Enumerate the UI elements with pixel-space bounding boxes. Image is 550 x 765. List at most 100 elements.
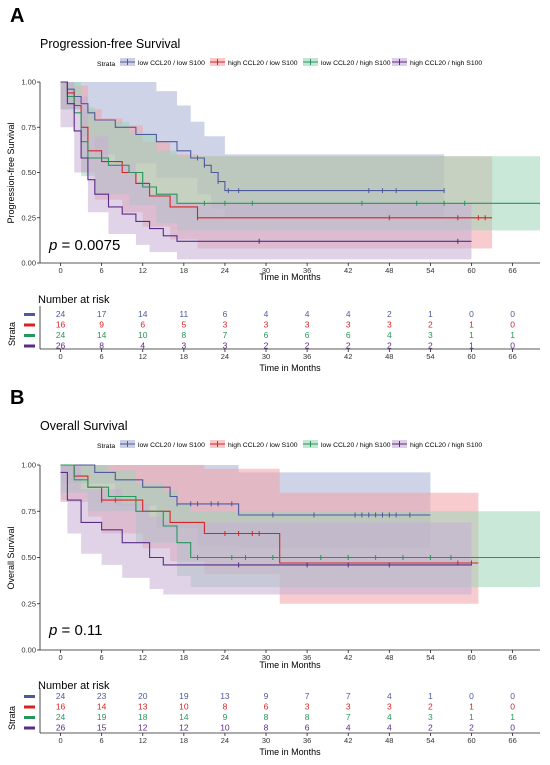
risk-count: 13: [138, 702, 148, 712]
risk-count: 2: [346, 341, 351, 351]
risk-count: 7: [346, 691, 351, 701]
legend-item-3: low CCL20 / high S100: [303, 58, 391, 67]
risk-count: 1: [469, 341, 474, 351]
risk-count: 4: [346, 309, 351, 319]
y-tick-label: 0.50: [21, 553, 36, 562]
y-tick-label: 1.00: [21, 78, 36, 87]
x-tick-label: 66: [508, 653, 516, 662]
risk-count: 2: [264, 341, 269, 351]
y-tick-label: 0.25: [21, 599, 36, 608]
risk-count: 0: [510, 320, 515, 330]
risk-count: 0: [510, 691, 515, 701]
risk-count: 6: [346, 330, 351, 340]
ci-band-4: [60, 82, 472, 260]
risk-count: 4: [387, 723, 392, 733]
x-tick-label: 12: [139, 266, 147, 275]
y-tick-label: 0.00: [21, 646, 36, 655]
legend-item-1: low CCL20 / low S100: [120, 58, 205, 67]
risk-count: 11: [179, 309, 188, 319]
risk-count: 6: [264, 330, 269, 340]
risk-x-tick-label: 0: [58, 352, 62, 361]
pvalue-b-text: = 0.11: [57, 622, 102, 639]
risk-count: 13: [220, 691, 230, 701]
x-tick-label: 18: [180, 266, 188, 275]
x-tick-label: 12: [139, 653, 147, 662]
legend-label: low CCL20 / high S100: [321, 60, 391, 67]
risk-count: 6: [223, 309, 228, 319]
risk-count: 1: [428, 691, 433, 701]
panel-b-xlabel: Time in Months: [259, 660, 321, 670]
risk-strata-swatch: [24, 313, 35, 316]
risk-count: 24: [56, 691, 66, 701]
risk-count: 24: [56, 330, 66, 340]
risk-count: 3: [346, 320, 351, 330]
y-tick-label: 0.25: [21, 213, 36, 222]
risk-x-tick-label: 12: [139, 352, 147, 361]
x-tick-label: 60: [467, 266, 475, 275]
risk-count: 3: [223, 341, 228, 351]
risk-count: 14: [138, 309, 148, 319]
risk-count: 1: [469, 330, 474, 340]
risk-x-tick-label: 12: [139, 736, 147, 745]
risk-count: 8: [99, 341, 104, 351]
risk-count: 2: [428, 723, 433, 733]
risk-count: 2: [305, 341, 310, 351]
survival-curve-1: [60, 81, 445, 192]
risk-count: 3: [305, 320, 310, 330]
risk-count: 3: [346, 702, 351, 712]
risk-count: 0: [469, 691, 474, 701]
risk-count: 14: [97, 330, 107, 340]
risk-count: 1: [469, 712, 474, 722]
x-tick-label: 0: [58, 266, 62, 275]
panel-b-ylabel: Overall Survival: [6, 526, 16, 589]
panel-a-letter: A: [10, 5, 24, 27]
risk-x-tick-label: 30: [262, 736, 270, 745]
panel-b-title: Overall Survival: [40, 419, 128, 433]
risk-count: 4: [387, 330, 392, 340]
risk-count: 6: [140, 320, 145, 330]
x-tick-label: 48: [385, 653, 393, 662]
pvalue-b-p: p: [48, 622, 57, 639]
risk-count: 1: [469, 702, 474, 712]
risk-count: 12: [138, 723, 148, 733]
panel-b-risk-xlabel: Time in Months: [259, 747, 321, 757]
risk-strata-swatch: [24, 323, 35, 327]
risk-count: 10: [220, 723, 230, 733]
risk-count: 19: [179, 691, 189, 701]
risk-count: 6: [264, 702, 269, 712]
x-tick-label: 30: [262, 266, 270, 275]
legend-item-2: high CCL20 / low S100: [210, 440, 298, 449]
panel-b: B Overall Survival Strata low CCL20 / lo…: [6, 387, 540, 757]
x-tick-label: 6: [100, 653, 104, 662]
x-tick-label: 0: [58, 653, 62, 662]
x-tick-label: 36: [303, 653, 311, 662]
risk-strata-swatch: [24, 334, 35, 337]
risk-count: 2: [387, 309, 392, 319]
risk-count: 8: [305, 712, 310, 722]
risk-count: 2: [428, 702, 433, 712]
risk-strata-swatch: [24, 726, 35, 730]
panel-a-axes: 0.00 0.25 0.50 0.75 1.00 0 6 12 18 24 30 36 42 48 54 60…: [21, 78, 540, 275]
legend-label: low CCL20 / high S100: [321, 442, 391, 449]
risk-strata-swatch: [24, 344, 35, 348]
legend-label: high CCL20 / low S100: [228, 442, 298, 449]
risk-count: 5: [181, 320, 186, 330]
risk-count: 15: [97, 723, 107, 733]
panel-b-letter: B: [10, 387, 24, 409]
risk-count: 3: [428, 330, 433, 340]
risk-x-tick-label: 18: [180, 736, 188, 745]
survival-curve-1: [60, 464, 431, 516]
risk-count: 0: [469, 309, 474, 319]
pvalue-a-text: = 0.0075: [57, 237, 120, 254]
legend-a-strata-label: Strata: [97, 61, 115, 68]
risk-x-tick-label: 36: [303, 736, 311, 745]
panel-a-curves: [60, 81, 540, 244]
risk-count: 0: [510, 309, 515, 319]
risk-count: 3: [181, 341, 186, 351]
risk-count: 8: [181, 330, 186, 340]
risk-count: 14: [179, 712, 189, 722]
risk-strata-swatch: [24, 716, 35, 719]
risk-count: 1: [510, 330, 515, 340]
x-tick-label: 24: [221, 653, 229, 662]
